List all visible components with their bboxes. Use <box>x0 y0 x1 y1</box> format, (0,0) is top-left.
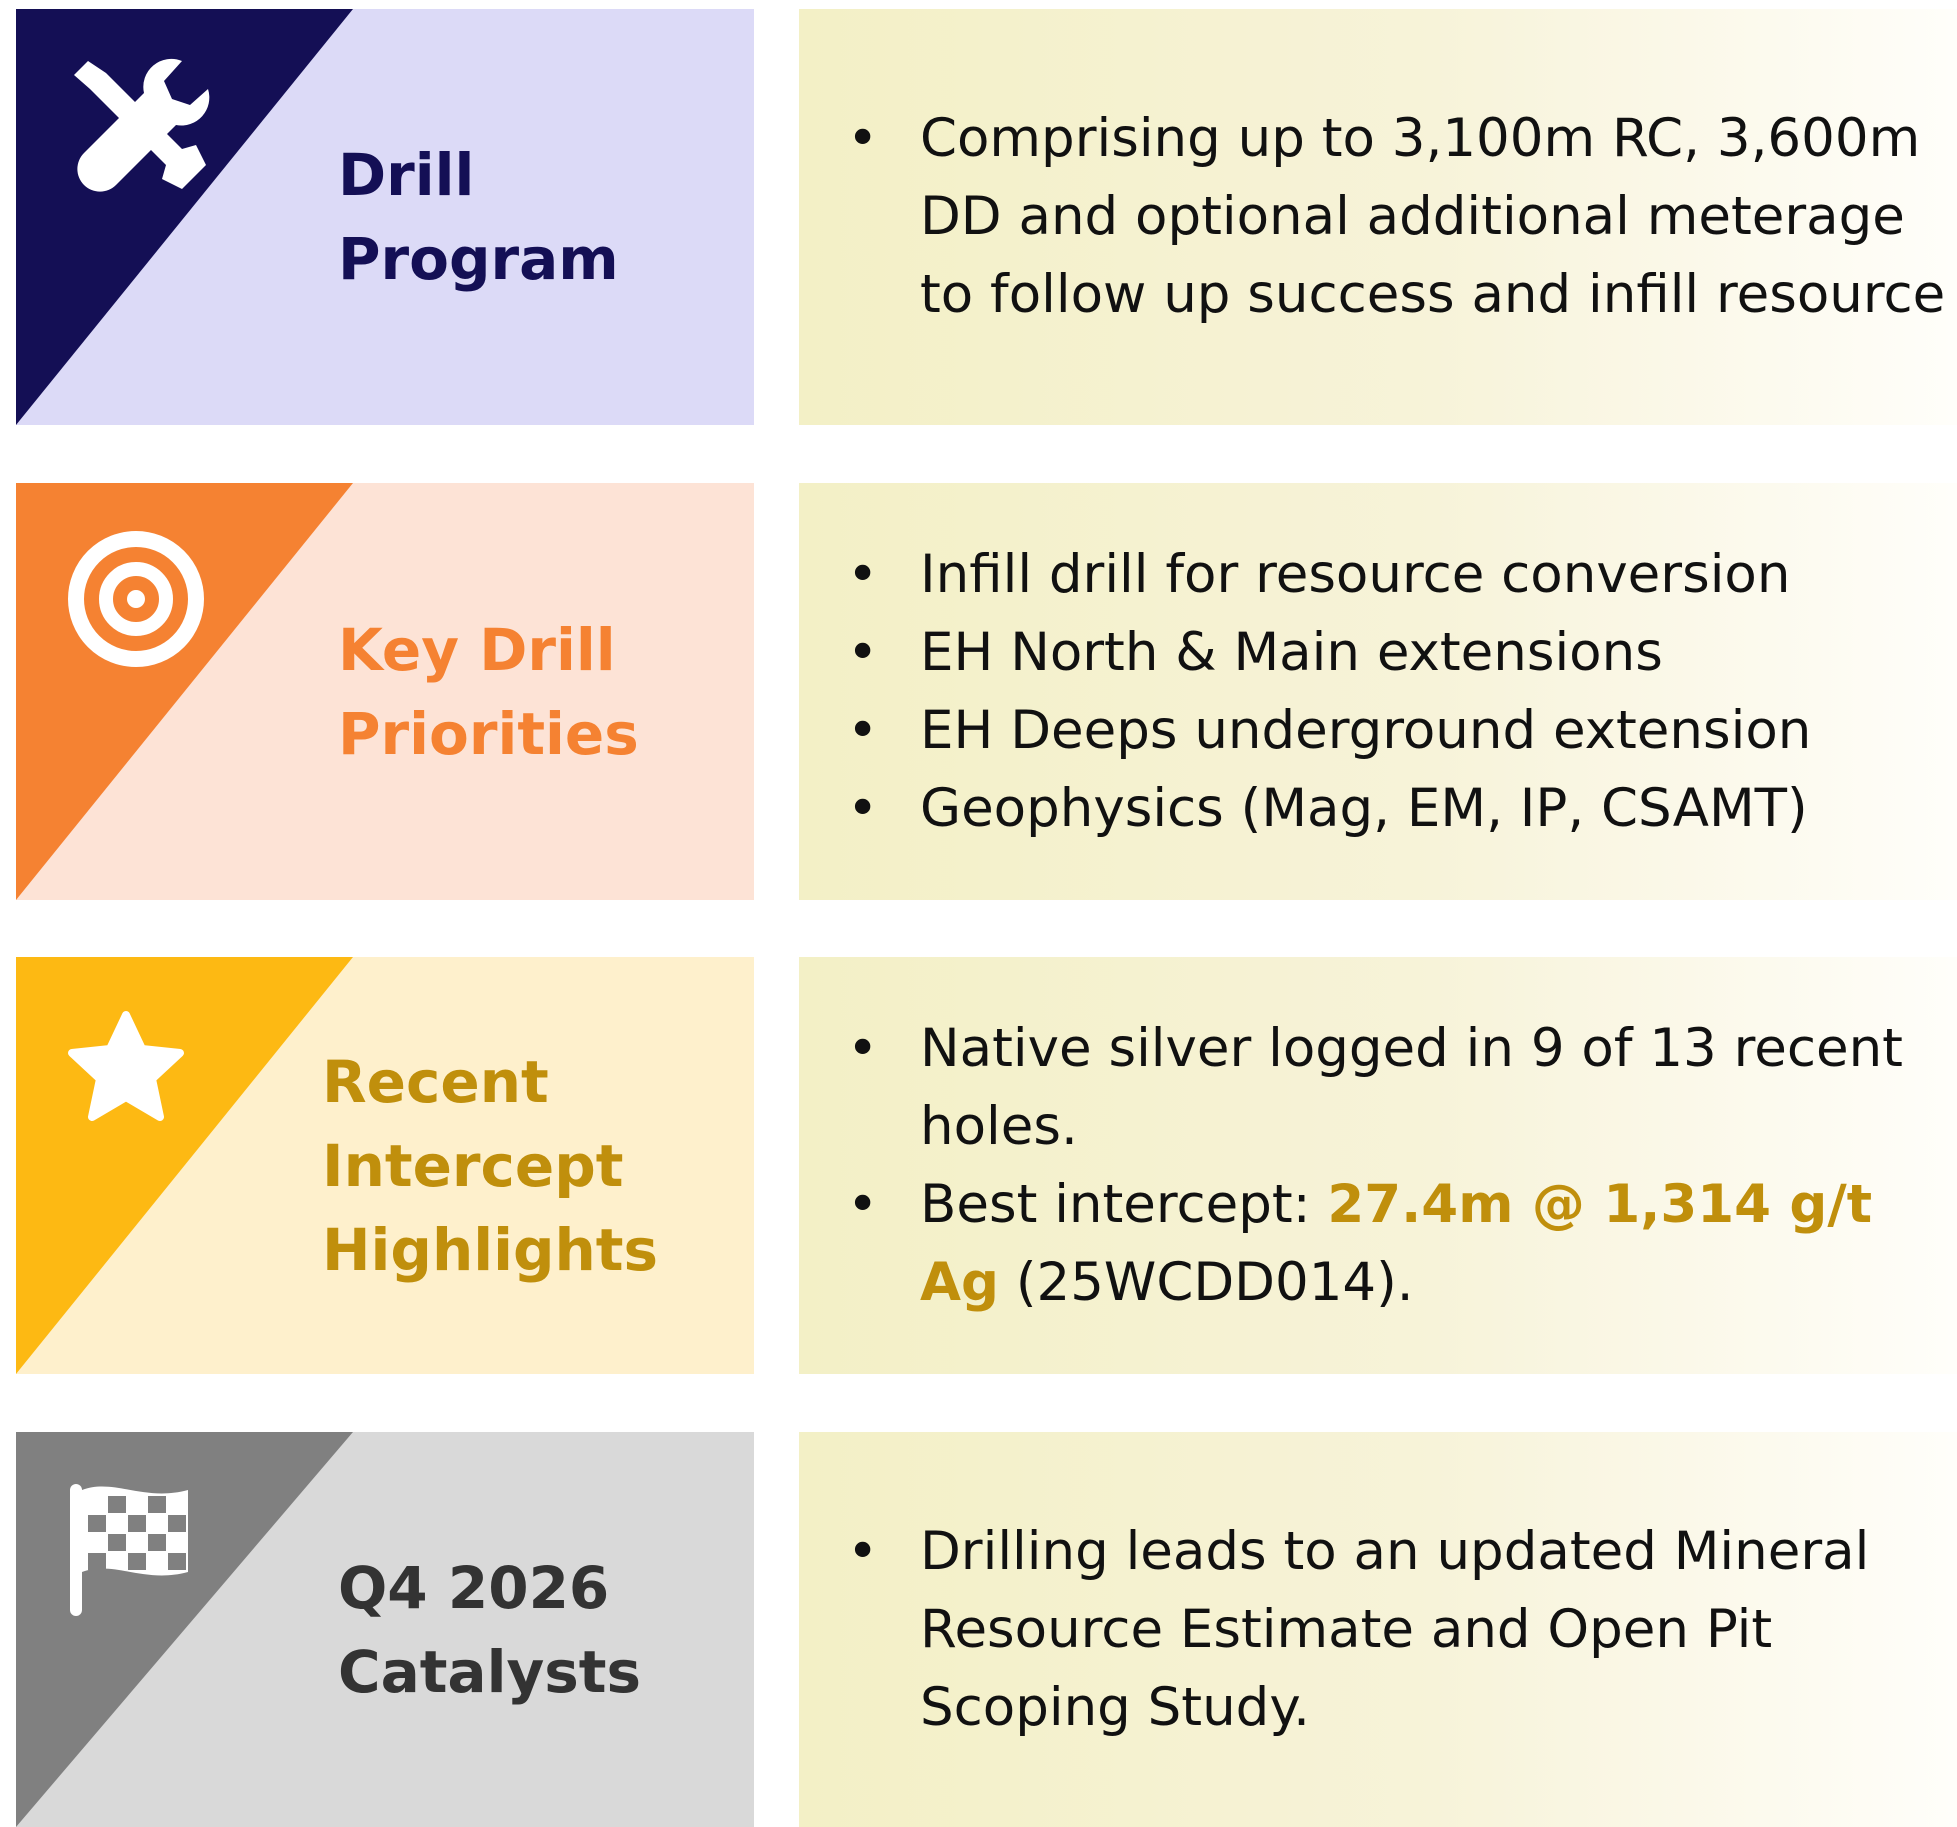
bullet: • Comprising up to 3,100m RC, 3,600m DD a… <box>799 100 1957 334</box>
bullet-dot: • <box>847 108 879 169</box>
title: Drill Program <box>338 9 619 425</box>
icon-star <box>68 1011 184 1121</box>
bullet: • Best intercept: 27.4m @ 1,314 g/t Ag (2… <box>799 1166 1957 1322</box>
icon-ring <box>99 562 173 636</box>
bullet-text: EH North & Main extensions <box>920 621 1663 683</box>
icon-check <box>168 1553 186 1570</box>
icon-ring <box>68 531 204 667</box>
bullet: • Drilling leads to an updated Mineral Re… <box>799 1513 1957 1747</box>
icon-check <box>88 1515 106 1532</box>
row: Drill Program • Comprising up to 3,100m RC,… <box>0 9 1957 425</box>
icon-check <box>128 1515 146 1532</box>
icon-check <box>88 1553 106 1570</box>
title-panel: Drill Program <box>16 9 754 425</box>
bullet: • Geophysics (Mag, EM, IP, CSAMT) <box>799 770 1957 848</box>
bullet: • EH Deeps underground extension <box>799 692 1957 770</box>
triangle <box>16 9 353 425</box>
triangle <box>16 483 353 900</box>
title-line: Drill <box>338 141 475 209</box>
bullet-text: Drilling leads to an updated Mineral Res… <box>920 1520 1887 1738</box>
bullet-panel: • Drilling leads to an updated Mineral Re… <box>799 1432 1957 1827</box>
corner-triangle <box>16 483 353 900</box>
icon-pole <box>70 1484 82 1616</box>
bullet-dot: • <box>847 543 879 605</box>
icon <box>74 58 210 192</box>
bullet-dot: • <box>847 1520 879 1582</box>
bullet-dot: • <box>847 1173 879 1235</box>
title-panel: Key Drill Priorities <box>16 483 754 900</box>
icon-check <box>148 1496 166 1513</box>
row: Key Drill Priorities • Infill drill for res… <box>0 483 1957 900</box>
bullet-text: (25WCDD014). <box>998 1251 1414 1313</box>
icon-check <box>128 1553 146 1570</box>
bullet-dot: • <box>847 1017 879 1079</box>
title-panel: Recent Intercept Highlights <box>16 957 754 1374</box>
icon-check <box>108 1534 126 1551</box>
corner-triangle <box>16 9 353 425</box>
bullet-text: Infill drill for resource conversion <box>920 543 1791 605</box>
icon-screwdriver <box>74 61 206 189</box>
bullet-dot: • <box>847 621 879 683</box>
title: Recent Intercept Highlights <box>322 957 658 1374</box>
bullet-dot: • <box>847 777 879 839</box>
bullet-panel: • Native silver logged in 9 of 13 recent … <box>799 957 1957 1374</box>
title-line: Catalysts <box>338 1637 642 1706</box>
title-line: Highlights <box>322 1215 659 1284</box>
icon <box>68 531 204 667</box>
bullet: • EH North & Main extensions <box>799 614 1957 692</box>
title-line: Q4 2026 <box>338 1553 610 1622</box>
bullet-text: EH Deeps underground extension <box>920 699 1812 761</box>
bullet-dot: • <box>847 699 879 761</box>
row: Recent Intercept Highlights • Native silver … <box>0 957 1957 1374</box>
title: Key Drill Priorities <box>338 483 639 900</box>
bullet: • Infill drill for resource conversion <box>799 536 1957 614</box>
icon-check <box>148 1534 166 1551</box>
title-line: Recent <box>322 1047 549 1116</box>
bullet-text: 27.4m @ 1,314 g/t Ag <box>920 1173 1891 1313</box>
bullet-panel: • Comprising up to 3,100m RC, 3,600m DD a… <box>799 9 1957 425</box>
bullet-text: Best intercept: <box>920 1173 1328 1235</box>
bullet: • Native silver logged in 9 of 13 recent … <box>799 1010 1957 1166</box>
bullet-text: Native silver logged in 9 of 13 recent h… <box>920 1017 1920 1157</box>
icon <box>68 1011 184 1121</box>
title-line: Program <box>338 225 619 293</box>
title-line: Intercept <box>322 1131 624 1200</box>
icon <box>70 1484 188 1616</box>
title-line: Priorities <box>338 699 639 768</box>
bullet-text: Comprising up to 3,100m RC, 3,600m DD an… <box>920 108 1946 325</box>
title-line: Key Drill <box>338 615 616 684</box>
icon-check <box>108 1496 126 1513</box>
row: Q4 2026 Catalysts • Drilling leads to an up… <box>0 1432 1957 1827</box>
icon-dot <box>127 590 145 608</box>
title-panel: Q4 2026 Catalysts <box>16 1432 754 1827</box>
title: Q4 2026 Catalysts <box>338 1432 641 1827</box>
icon-check <box>168 1515 186 1532</box>
bullet-text: Geophysics (Mag, EM, IP, CSAMT) <box>920 777 1808 839</box>
bullet-panel: • Infill drill for resource conversion • EH… <box>799 483 1957 900</box>
